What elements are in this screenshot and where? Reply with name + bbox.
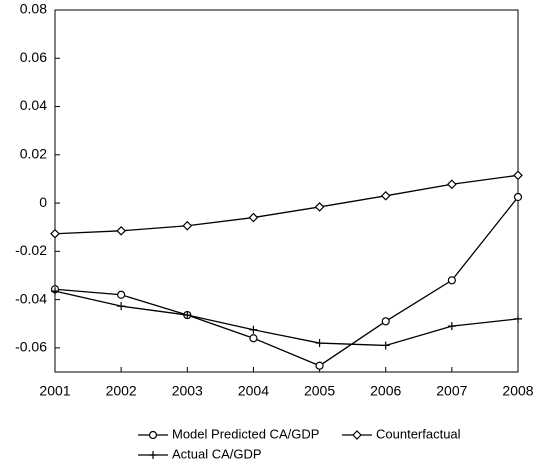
x-tick-label: 2003 [172, 383, 203, 399]
marker [50, 228, 60, 239]
y-tick-label: -0.02 [15, 242, 47, 258]
marker [51, 287, 59, 296]
marker [381, 317, 390, 326]
y-tick-label: 0.08 [20, 1, 47, 17]
y-tick-label: -0.04 [15, 290, 47, 306]
marker [314, 202, 325, 212]
x-tick-label: 2008 [502, 383, 533, 399]
legend-label: Actual CA/GDP [172, 446, 262, 461]
legend-marker [148, 430, 158, 440]
y-tick-label: 0.06 [20, 49, 47, 65]
marker [183, 311, 192, 320]
marker [447, 322, 456, 331]
marker [447, 276, 456, 285]
y-tick-label: 0.04 [20, 97, 47, 113]
marker [182, 220, 193, 231]
x-tick-label: 2006 [370, 383, 401, 399]
marker [514, 314, 522, 323]
x-tick-label: 2002 [106, 383, 137, 399]
x-tick-label: 2004 [238, 383, 269, 399]
series-line [54, 174, 519, 235]
marker [315, 339, 324, 348]
y-tick-label: 0.02 [20, 146, 47, 162]
legend-marker [149, 451, 157, 459]
marker [117, 290, 126, 299]
plot-frame [54, 9, 519, 373]
y-tick-label: -0.06 [15, 339, 47, 355]
marker [380, 190, 391, 201]
marker [249, 325, 258, 334]
legend-label: Counterfactual [376, 426, 461, 441]
marker [447, 179, 457, 190]
marker [249, 334, 258, 343]
x-tick-label: 2001 [39, 383, 70, 399]
series-line [54, 290, 519, 347]
series-line [54, 196, 519, 367]
x-tick-label: 2005 [304, 383, 335, 399]
y-tick-label: 0 [39, 194, 47, 210]
marker [315, 361, 324, 370]
marker [248, 212, 259, 223]
marker [381, 341, 390, 350]
marker [513, 192, 523, 202]
legend-marker [352, 430, 362, 440]
marker [116, 225, 126, 236]
marker [117, 302, 126, 311]
x-tick-label: 2007 [436, 383, 467, 399]
legend-label: Model Predicted CA/GDP [172, 426, 319, 441]
marker [513, 170, 523, 181]
